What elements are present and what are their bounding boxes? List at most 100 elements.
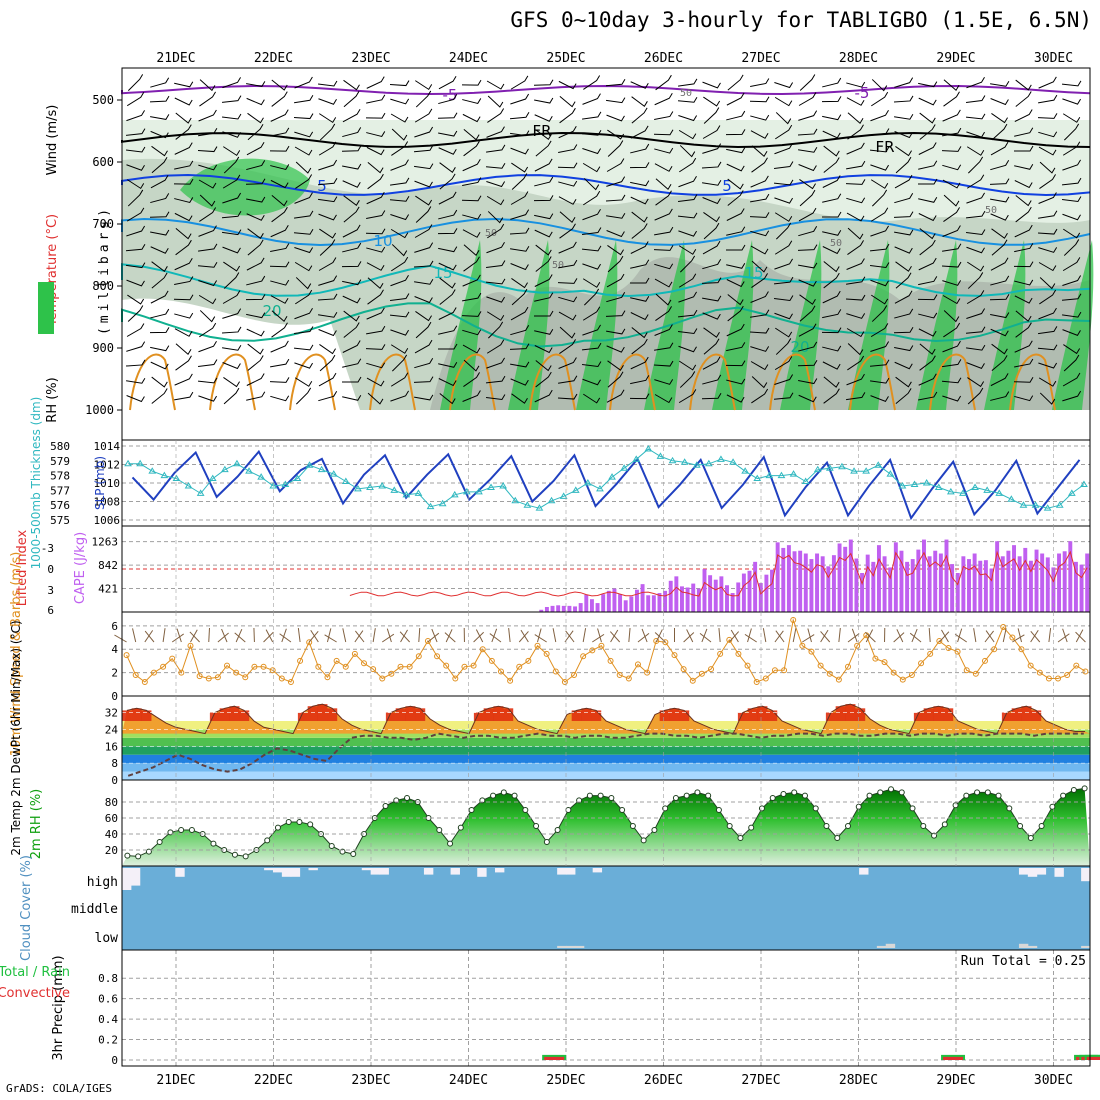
- thickness-point: [801, 477, 810, 485]
- wind-barb: [126, 279, 145, 287]
- precip-tick-label: 0.4: [98, 1013, 118, 1026]
- wind-barb: [895, 376, 912, 388]
- wind-barb: [727, 294, 744, 306]
- rh-green-plume: [644, 240, 686, 410]
- wind-barb: [678, 389, 697, 404]
- cape-bar: [910, 559, 915, 612]
- wind-barb: [894, 193, 914, 204]
- thickness-point: [946, 487, 955, 495]
- wind-barb: [149, 95, 170, 103]
- wind-barb: [919, 239, 936, 256]
- isotherm-warm: [769, 353, 816, 411]
- wind-barb: [919, 355, 936, 371]
- wind-barb: [343, 90, 360, 108]
- cloud-high-bar: [130, 868, 141, 886]
- wind-barb: [487, 211, 504, 224]
- wind-barb: [372, 628, 376, 643]
- thickness-point: [632, 455, 641, 462]
- thickness-point: [959, 489, 967, 496]
- cloud-high-bar: [175, 868, 185, 877]
- cape-bar: [589, 599, 594, 612]
- wind-barb: [703, 107, 720, 124]
- wind-barb: [565, 630, 575, 643]
- wind-barb: [967, 387, 984, 405]
- wind-barb: [990, 257, 1009, 271]
- wind-barb: [221, 113, 242, 120]
- wind-speed-point: [908, 671, 915, 678]
- cape-bar: [1057, 553, 1062, 612]
- li-tick-label: 6: [47, 604, 54, 617]
- wind-barb: [629, 162, 650, 169]
- cape-bar: [663, 590, 668, 612]
- upper-air-ylabel: Wind (m/s)Temperature (°C)RH (%)(milliba…: [45, 105, 112, 423]
- temp-tick-label: 8: [111, 757, 118, 770]
- wind-barb: [1002, 628, 1007, 643]
- wind-barb: [606, 345, 625, 353]
- wind-barb: [823, 376, 840, 388]
- wind-barb: [894, 290, 913, 304]
- thickness-tick-label: 577: [50, 484, 70, 497]
- wind-barb: [957, 628, 963, 643]
- wind-barb: [1014, 295, 1033, 304]
- wind-barb: [749, 212, 770, 218]
- wind-barb: [509, 112, 530, 120]
- wind-barb: [189, 631, 200, 643]
- rh-point: [748, 824, 755, 831]
- wind-barb: [270, 340, 289, 353]
- rh-point: [554, 827, 561, 833]
- wind-barb: [415, 206, 432, 223]
- wind-barb: [918, 276, 938, 286]
- wind-barb: [386, 628, 392, 643]
- wind-barb: [654, 342, 674, 351]
- thickness-point: [341, 477, 350, 485]
- wind-barb: [414, 180, 433, 188]
- thickness-tick-label: 579: [50, 455, 70, 468]
- cape-bar: [871, 561, 876, 612]
- wind-speed-point: [470, 662, 477, 669]
- wind-barb: [293, 344, 314, 351]
- thickness-point: [293, 474, 302, 482]
- rh-tick-label: 40: [105, 828, 118, 841]
- thickness-tick-label: 580: [50, 440, 70, 453]
- wind-speed-point: [123, 652, 130, 659]
- cape-bar: [1000, 556, 1005, 612]
- wind-barb: [942, 225, 961, 237]
- wind-barb: [414, 163, 434, 170]
- cape-bar: [595, 603, 600, 612]
- cape-bar: [803, 553, 808, 612]
- wind-barb: [965, 210, 986, 219]
- wind-speed-line: [126, 618, 1086, 683]
- wind-barb: [823, 157, 840, 173]
- wind-speed-point: [817, 662, 824, 669]
- dewpoint-line: [127, 732, 1084, 777]
- rh-point: [274, 824, 281, 831]
- cape-bar: [927, 556, 932, 612]
- temp-peak: [767, 710, 778, 721]
- wind-barb: [510, 325, 530, 336]
- wind-barb: [582, 628, 587, 643]
- thickness-point: [1031, 501, 1040, 508]
- wind-barb: [1037, 344, 1058, 351]
- wind-barb: [864, 631, 876, 643]
- wind-barb: [990, 391, 1010, 401]
- temp-peak: [737, 712, 748, 721]
- wind-barb: [896, 629, 904, 643]
- wind-barb: [534, 229, 553, 238]
- wind-barb: [774, 96, 793, 107]
- wind-speed-point: [808, 648, 815, 655]
- wind-barb: [389, 311, 410, 318]
- wind-barb: [654, 278, 673, 288]
- cape-bar: [1062, 551, 1067, 612]
- cape-bar: [606, 590, 611, 612]
- wind-barb: [582, 263, 601, 270]
- wind-barb: [727, 178, 744, 190]
- wind-barb: [917, 294, 938, 301]
- wind-speed-point: [1000, 624, 1007, 631]
- wind-barb: [389, 80, 410, 87]
- rh-point: [468, 807, 475, 813]
- cape-bar: [736, 582, 741, 612]
- wind-barb: [462, 229, 481, 238]
- cape-bar: [792, 551, 797, 612]
- cloud-low-bar: [1081, 945, 1091, 948]
- wind-barb: [851, 628, 858, 643]
